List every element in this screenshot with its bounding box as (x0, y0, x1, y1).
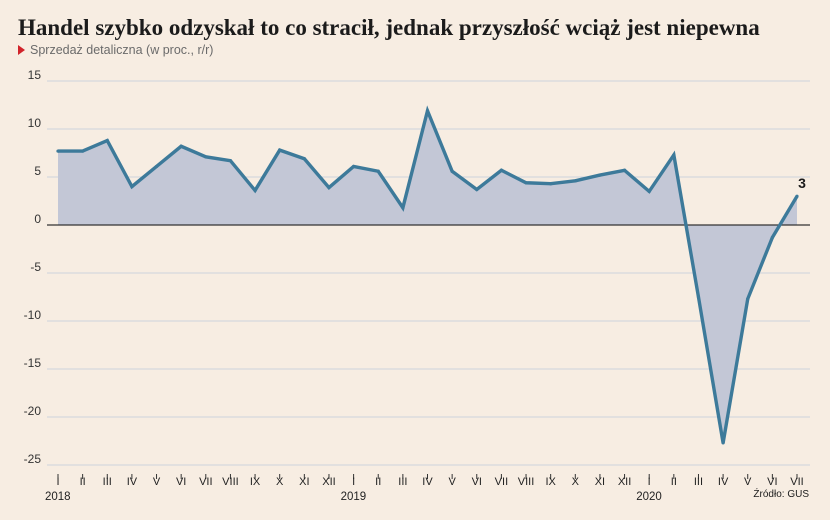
x-tick-label: II (671, 476, 677, 488)
data-point (499, 168, 503, 172)
data-point (376, 169, 380, 173)
x-tick-label: VII (199, 476, 212, 488)
data-point (401, 206, 405, 210)
x-tick-label: III (398, 476, 407, 488)
x-tick-label: VIII (222, 476, 239, 488)
x-tick-label: XI (595, 476, 605, 488)
year-label: 2018 (45, 491, 71, 503)
x-tick-label: XII (618, 476, 631, 488)
red-triangle-icon (18, 45, 25, 55)
data-point (573, 179, 577, 183)
data-point (56, 149, 60, 153)
data-point (475, 187, 479, 192)
x-tick-label: X (276, 476, 284, 488)
data-point (598, 173, 602, 177)
data-point (327, 185, 331, 190)
source-note: Źródło: GUS (753, 489, 809, 500)
y-tick-label: -5 (30, 260, 41, 274)
x-tick-label: VII (790, 476, 803, 488)
data-point (81, 149, 85, 153)
x-tick-label: III (694, 476, 703, 488)
data-point (647, 189, 651, 193)
data-point (228, 159, 233, 163)
x-tick-label: VI (472, 476, 482, 488)
data-point (105, 138, 109, 143)
data-point (278, 148, 282, 152)
data-point (622, 168, 627, 172)
data-point (179, 144, 183, 148)
chart-subtitle-text: Sprzedaż detaliczna (w proc., r/r) (30, 43, 214, 57)
y-tick-label: 15 (28, 68, 42, 82)
year-label: 2020 (636, 491, 662, 503)
x-tick-label: VI (767, 476, 777, 488)
data-point (253, 188, 257, 193)
x-tick-label: IX (250, 476, 261, 488)
data-point (795, 194, 799, 198)
data-point (154, 164, 159, 169)
y-tick-label: -15 (24, 356, 42, 370)
x-tick-label: V (744, 476, 752, 488)
series-area (58, 110, 797, 443)
data-point (130, 185, 134, 189)
data-point (721, 441, 725, 445)
x-tick-label: I (352, 476, 355, 488)
data-point (352, 164, 356, 169)
y-tick-label: 5 (34, 164, 41, 178)
data-point (524, 181, 528, 185)
x-tick-label: V (153, 476, 161, 488)
y-tick-label: 0 (34, 212, 41, 226)
data-point (770, 235, 774, 240)
x-tick-label: VIII (518, 476, 535, 488)
x-tick-label: V (448, 476, 456, 488)
x-tick-label: I (56, 476, 59, 488)
x-tick-label: IV (718, 476, 729, 488)
chart-title: Handel szybko odzyskał to co stracił, je… (18, 15, 760, 40)
y-tick-label: -10 (24, 308, 42, 322)
year-label: 2019 (341, 491, 367, 503)
y-tick-label: -20 (24, 404, 42, 418)
x-tick-label: IX (545, 476, 556, 488)
data-point (746, 297, 750, 301)
x-tick-label: XII (322, 476, 335, 488)
data-point (450, 169, 454, 173)
chart-subtitle: Sprzedaż detaliczna (w proc., r/r) (18, 43, 213, 57)
x-tick-label: I (648, 476, 651, 488)
data-point (549, 182, 553, 186)
x-tick-label: IV (422, 476, 433, 488)
x-tick-label: XI (299, 476, 309, 488)
x-tick-label: II (375, 476, 381, 488)
x-tick-label: IV (127, 476, 138, 488)
x-tick-label: VI (176, 476, 186, 488)
data-point (696, 295, 701, 299)
data-point (204, 155, 208, 159)
value-annotation: 3 (798, 175, 806, 191)
y-tick-label: 10 (28, 116, 42, 130)
data-point (425, 109, 430, 113)
x-tick-label: II (80, 476, 86, 488)
x-tick-label: X (572, 476, 580, 488)
data-point (672, 153, 676, 157)
x-tick-label: III (103, 476, 112, 488)
x-tick-label: VII (495, 476, 508, 488)
data-point (302, 157, 306, 161)
y-tick-label: -25 (24, 452, 42, 466)
